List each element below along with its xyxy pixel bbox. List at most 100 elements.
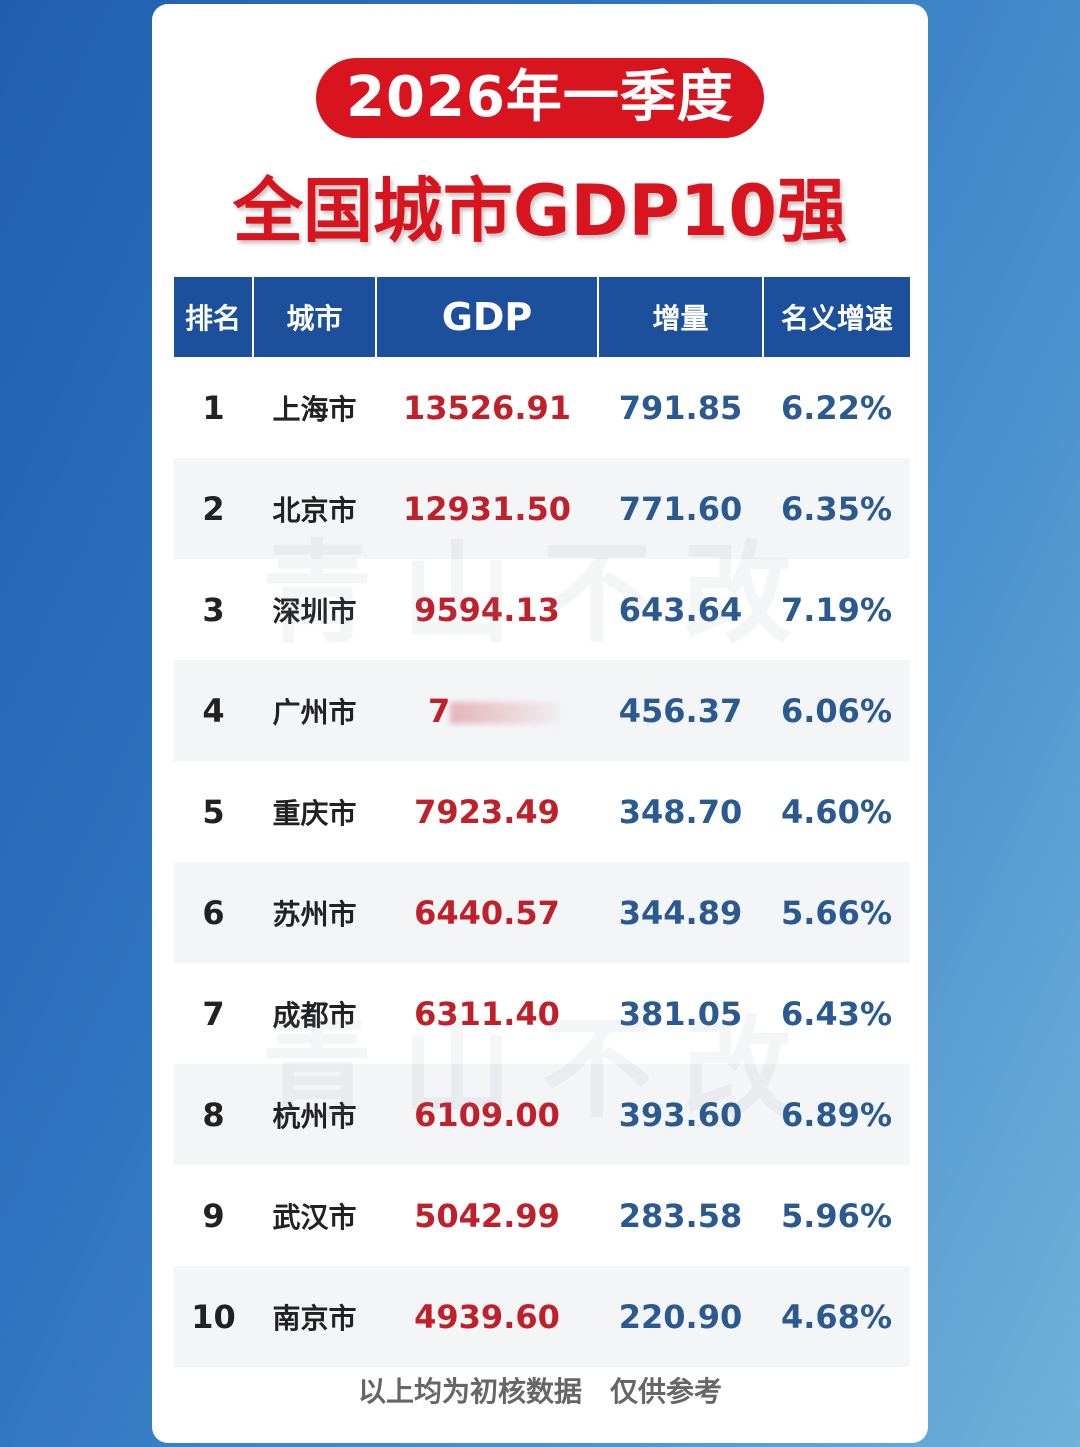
city-cell-text: 北京市: [272, 493, 357, 527]
rank-cell: 5: [174, 761, 253, 862]
table-row: 3 深圳市 9594.13 643.64 7.19%: [174, 559, 910, 660]
page-title: 全国城市GDP10强: [232, 170, 848, 252]
rank-cell-text: 3: [202, 590, 225, 629]
city-cell-text: 深圳市: [272, 594, 357, 628]
increase-cell: 283.58: [598, 1165, 763, 1266]
rate-cell-text: 6.35%: [780, 489, 892, 528]
city-cell: 武汉市: [253, 1165, 376, 1266]
rank-cell: 8: [174, 1064, 253, 1165]
gdp-cell: 7923.49: [376, 761, 598, 862]
gdp-cell: 9594.13: [376, 559, 598, 660]
increase-cell: 456.37: [598, 660, 763, 761]
increase-cell: 220.90: [598, 1266, 763, 1367]
table-row: 6 苏州市 6440.57 344.89 5.66%: [174, 862, 910, 963]
table-row: 2 北京市 12931.50 771.60 6.35%: [174, 458, 910, 559]
column-header-city: 城市: [252, 277, 376, 357]
gdp-cell-text: 6109.00: [414, 1095, 560, 1134]
rate-cell: 6.35%: [763, 458, 910, 559]
rank-cell-text: 4: [202, 691, 225, 730]
city-cell-text: 南京市: [272, 1301, 357, 1335]
increase-cell-text: 344.89: [618, 893, 743, 932]
gdp-cell-text: 13526.91: [402, 388, 571, 427]
city-cell-text: 成都市: [272, 998, 357, 1032]
gdp-cell-text: 6311.40: [414, 994, 560, 1033]
rank-cell-text: 9: [202, 1196, 225, 1235]
rank-cell-text: 5: [202, 792, 225, 831]
rank-cell-text: 7: [202, 994, 225, 1033]
rank-cell: 3: [174, 559, 253, 660]
rate-cell: 6.06%: [763, 660, 910, 761]
gdp-table: 排名 城市 GDP 增量 名义增速 1 上海市 13526.91 791.85 6.22…: [174, 277, 910, 1367]
rank-cell: 4: [174, 660, 253, 761]
column-header-gdp: GDP: [375, 277, 598, 357]
increase-cell: 348.70: [598, 761, 763, 862]
rate-cell: 6.22%: [763, 357, 910, 458]
gdp-cell: 5042.99: [376, 1165, 598, 1266]
rate-cell-text: 5.96%: [780, 1196, 892, 1235]
city-cell-text: 广州市: [272, 695, 357, 729]
blurred-value: [450, 701, 561, 724]
period-badge: 2026年一季度: [316, 58, 764, 138]
gdp-cell-text: 12931.50: [402, 489, 571, 528]
footer-note: 以上均为初核数据 仅供参考: [357, 1375, 722, 1408]
city-cell: 重庆市: [253, 761, 376, 862]
increase-cell-text: 381.05: [618, 994, 743, 1033]
rank-cell-text: 1: [202, 388, 225, 427]
increase-cell-text: 456.37: [618, 691, 743, 730]
gdp-cell-text: 6440.57: [414, 893, 560, 932]
city-cell: 苏州市: [253, 862, 376, 963]
city-cell: 南京市: [253, 1266, 376, 1367]
city-cell-text: 武汉市: [272, 1200, 357, 1234]
gdp-cell-text: 5042.99: [414, 1196, 560, 1235]
gdp-cell: 4939.60: [376, 1266, 598, 1367]
city-cell: 北京市: [253, 458, 376, 559]
table-row: 5 重庆市 7923.49 348.70 4.60%: [174, 761, 910, 862]
rate-cell: 4.60%: [763, 761, 910, 862]
rate-cell-text: 6.06%: [780, 691, 892, 730]
increase-cell: 643.64: [598, 559, 763, 660]
increase-cell-text: 348.70: [618, 792, 743, 831]
rate-cell: 7.19%: [763, 559, 910, 660]
rank-cell: 7: [174, 963, 253, 1064]
column-header-increase: 增量: [597, 277, 763, 357]
table-row: 1 上海市 13526.91 791.85 6.22%: [174, 357, 910, 458]
rate-cell: 6.89%: [763, 1064, 910, 1165]
gdp-cell: 7: [376, 660, 598, 761]
rate-cell-text: 6.89%: [780, 1095, 892, 1134]
rank-cell: 9: [174, 1165, 253, 1266]
gdp-cell-text: 9594.13: [414, 590, 560, 629]
rate-cell-text: 4.60%: [780, 792, 892, 831]
rate-cell-text: 6.43%: [780, 994, 892, 1033]
ranking-card: 2026年一季度 全国城市GDP10强 排名 城市 GDP 增量 名义增速 1 上…: [152, 4, 928, 1443]
increase-cell-text: 643.64: [618, 590, 743, 629]
rate-cell-text: 6.22%: [780, 388, 892, 427]
gdp-cell: 13526.91: [376, 357, 598, 458]
increase-cell: 393.60: [598, 1064, 763, 1165]
increase-cell: 791.85: [598, 357, 763, 458]
increase-cell-text: 393.60: [618, 1095, 743, 1134]
increase-cell: 771.60: [598, 458, 763, 559]
rank-cell: 10: [174, 1266, 253, 1367]
rate-cell-text: 7.19%: [780, 590, 892, 629]
gdp-cell: 6109.00: [376, 1064, 598, 1165]
table-row: 9 武汉市 5042.99 283.58 5.96%: [174, 1165, 910, 1266]
rate-cell: 6.43%: [763, 963, 910, 1064]
rank-cell: 2: [174, 458, 253, 559]
increase-cell-text: 771.60: [618, 489, 743, 528]
rate-cell-text: 5.66%: [780, 893, 892, 932]
city-cell: 杭州市: [253, 1064, 376, 1165]
rank-cell: 6: [174, 862, 253, 963]
rate-cell: 4.68%: [763, 1266, 910, 1367]
city-cell: 深圳市: [253, 559, 376, 660]
increase-cell-text: 791.85: [618, 388, 743, 427]
rank-cell-text: 6: [202, 893, 225, 932]
table-row: 8 杭州市 6109.00 393.60 6.89%: [174, 1064, 910, 1165]
rank-cell-text: 8: [202, 1095, 225, 1134]
table-header: 排名 城市 GDP 增量 名义增速: [174, 277, 910, 357]
city-cell-text: 苏州市: [272, 897, 357, 931]
city-cell: 广州市: [253, 660, 376, 761]
city-cell-text: 上海市: [272, 392, 357, 426]
city-cell: 上海市: [253, 357, 376, 458]
gdp-cell-text: 4939.60: [414, 1297, 560, 1336]
rate-cell: 5.96%: [763, 1165, 910, 1266]
